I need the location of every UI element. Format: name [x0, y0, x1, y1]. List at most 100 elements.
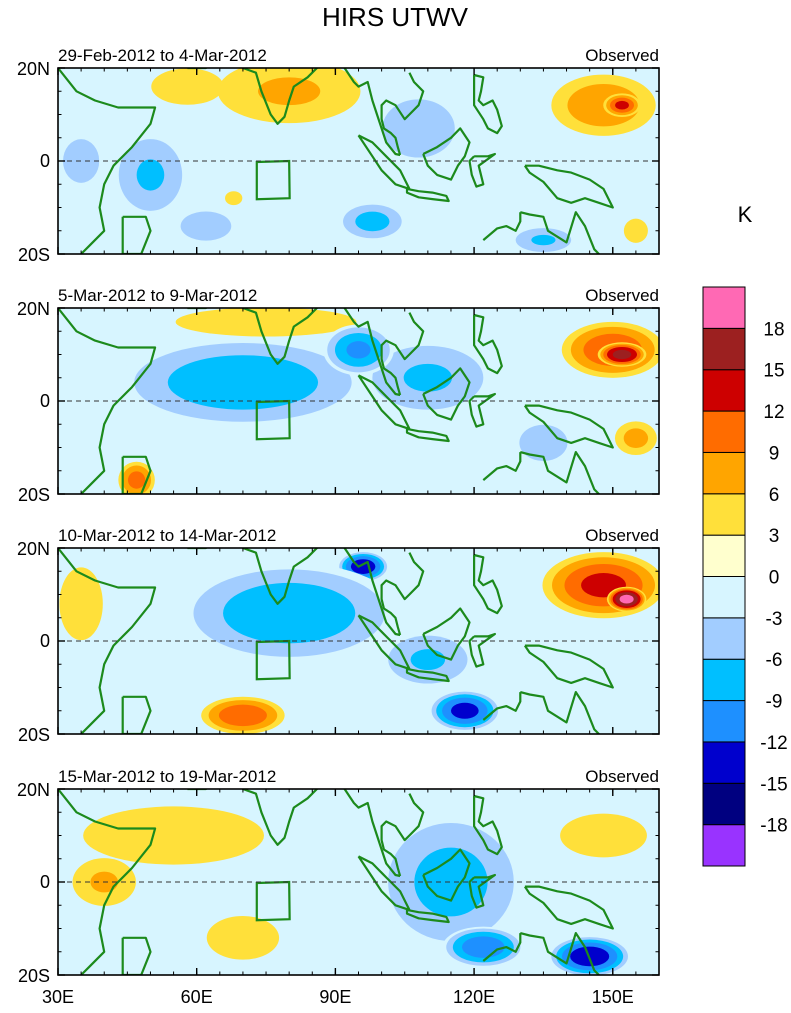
contour-fill [612, 349, 632, 360]
colorbar-tick-label: 3 [769, 526, 780, 547]
y-tick-label: 20N [17, 780, 50, 800]
colorbar-tick-label: 12 [763, 402, 784, 423]
contour-fill [346, 341, 371, 359]
colorbar-tick-label: 9 [769, 443, 780, 464]
colorbar-swatch [702, 493, 746, 536]
colorbar-swatch [702, 576, 746, 619]
map-panel: 20N 0 20S 5-Mar-2012 to 9-Mar-2012 Observed [17, 286, 660, 505]
coastline [520, 451, 600, 494]
panel-date-range: 10-Mar-2012 to 14-Mar-2012 [58, 526, 276, 545]
coastline [58, 789, 157, 975]
coastline [523, 164, 614, 209]
coastline [121, 695, 152, 734]
coastline [468, 152, 496, 188]
contour-fill [531, 234, 556, 246]
coastline [58, 548, 157, 734]
coastline [187, 68, 319, 125]
y-tick-label: 20S [18, 966, 50, 986]
x-tick-label: 120E [453, 987, 495, 1007]
coastline [380, 312, 425, 396]
contour-fill [623, 428, 649, 449]
y-tick-label: 20N [17, 59, 50, 79]
contour-fill [615, 100, 629, 110]
colorbar-tick-label: -18 [760, 816, 787, 837]
x-tick-label: 150E [592, 987, 634, 1007]
contour-fill [451, 702, 479, 719]
coastlines [58, 789, 614, 975]
contour-fill [258, 77, 321, 106]
coastline [520, 690, 600, 734]
coastline [473, 313, 503, 375]
colorbar-tick-label: 6 [769, 485, 780, 506]
coastline [523, 644, 614, 689]
contour-fill [223, 582, 356, 644]
coastline [405, 427, 450, 443]
contour-fill [63, 139, 100, 183]
y-tick-label: 0 [40, 391, 50, 411]
coastlines [58, 68, 614, 254]
y-tick-label: 20S [18, 485, 50, 505]
colorbar-swatch [702, 658, 746, 702]
coastline [380, 72, 425, 156]
y-tick-label: 20S [18, 725, 50, 745]
coastline [482, 692, 522, 721]
coastline [380, 793, 425, 877]
contour-fill [175, 308, 357, 337]
map-panel: 20N 0 20S 15-Mar-2012 to 19-Mar-2012 Observe… [17, 767, 660, 986]
panel-tag: Observed [585, 526, 659, 545]
contour-fill [462, 936, 505, 958]
coastline [468, 873, 496, 909]
colorbar-swatch [702, 410, 746, 453]
coastline [121, 215, 152, 254]
panel-tag: Observed [585, 767, 659, 786]
coastline [482, 452, 522, 481]
contour-fill [167, 355, 319, 410]
colorbar-swatch [702, 824, 746, 867]
x-tick-label: 60E [181, 987, 213, 1007]
panel-date-range: 29-Feb-2012 to 4-Mar-2012 [58, 46, 267, 65]
colorbar-unit-label: K [738, 202, 753, 227]
coastline [343, 789, 401, 878]
figure-title: HIRS UTWV [322, 2, 469, 32]
colorbar-tick-label: 0 [769, 568, 780, 589]
contour-fill [136, 159, 165, 191]
coastline [482, 212, 522, 241]
coastline [121, 936, 152, 975]
coastline [405, 667, 450, 683]
anomaly-field [117, 308, 659, 494]
contour-fill [218, 704, 267, 727]
colorbar-tick-labels: -18 -15 -12 -9 -6 -3 0 3 6 9 12 15 18 [760, 319, 787, 836]
contour-fill [619, 594, 634, 604]
coastline [422, 127, 471, 181]
contour-fill [519, 424, 568, 461]
panel-tag: Observed [585, 286, 659, 305]
contour-fill [403, 363, 453, 392]
coastline [58, 308, 157, 494]
contour-fill [127, 471, 146, 489]
coastline [58, 68, 157, 254]
y-tick-label: 20N [17, 539, 50, 559]
colorbar-tick-label: -3 [766, 609, 783, 630]
colorbar-swatch [702, 327, 746, 371]
contour-fill [225, 191, 243, 206]
coastline [468, 632, 496, 668]
x-axis-labels: 30E 60E 90E 120E 150E [42, 987, 634, 1007]
map-panel: 20N 0 20S 29-Feb-2012 to 4-Mar-2012 Observed [17, 46, 660, 265]
colorbar-tick-label: 18 [763, 319, 784, 340]
coastline [121, 455, 152, 494]
coastline [473, 553, 503, 615]
y-tick-label: 20N [17, 299, 50, 319]
coastline [187, 308, 319, 365]
colorbar-tick-label: -6 [766, 650, 783, 671]
coastline [473, 794, 503, 856]
coastlines [58, 548, 614, 734]
colorbar-swatch [702, 617, 746, 660]
y-tick-label: 20S [18, 245, 50, 265]
coastline [343, 548, 401, 637]
colorbar-swatch [702, 534, 746, 578]
map-panels: 20N 0 20S 29-Feb-2012 to 4-Mar-2012 Observed… [17, 46, 660, 986]
panel-date-range: 15-Mar-2012 to 19-Mar-2012 [58, 767, 276, 786]
colorbar-swatch [702, 451, 746, 495]
colorbar-swatch [702, 369, 746, 412]
